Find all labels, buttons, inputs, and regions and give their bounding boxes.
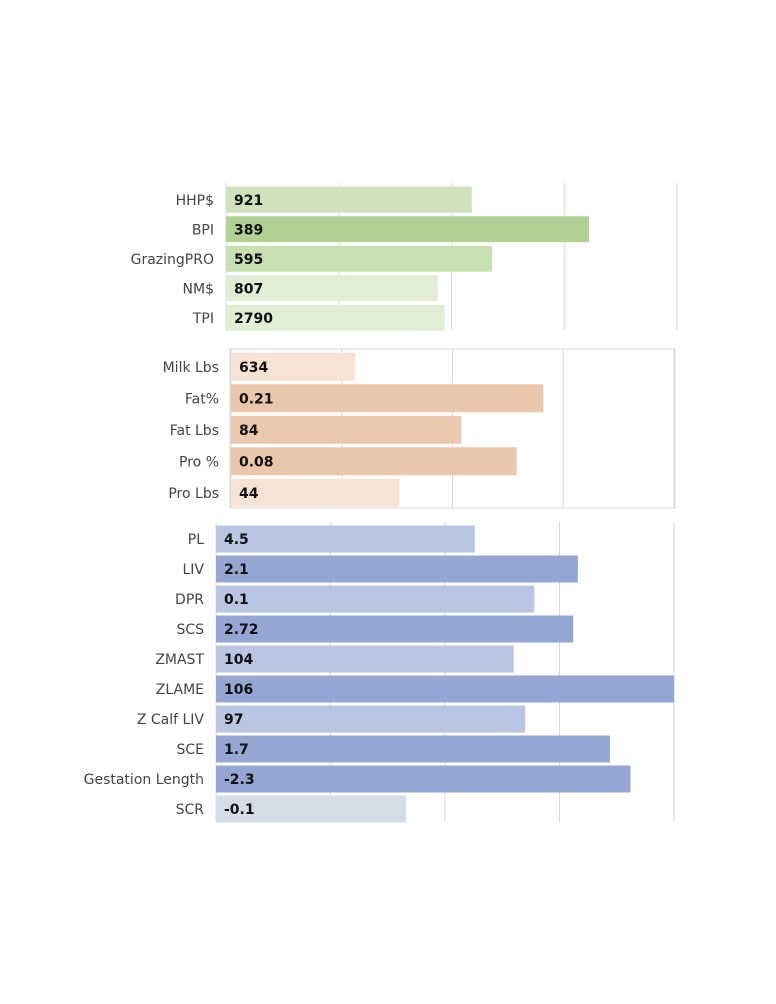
- data-label: 389: [234, 222, 263, 238]
- data-label: 634: [239, 360, 268, 376]
- data-label: 595: [234, 252, 263, 268]
- data-label: 0.1: [224, 592, 249, 608]
- bar: [231, 447, 517, 476]
- bar: [216, 585, 535, 613]
- category-label: ZMAST: [155, 652, 204, 668]
- category-label: DPR: [175, 592, 204, 608]
- bar: [216, 555, 578, 583]
- bar: [231, 384, 544, 413]
- category-label: LIV: [182, 562, 204, 578]
- data-label: 921: [234, 193, 263, 209]
- data-label: 106: [224, 682, 253, 698]
- category-label: PL: [188, 532, 204, 548]
- category-label: TPI: [192, 311, 214, 327]
- data-label: 1.7: [224, 742, 249, 758]
- category-label: HHP$: [176, 193, 214, 209]
- bar: [216, 795, 407, 823]
- category-label: Pro Lbs: [168, 486, 219, 502]
- bar: [231, 352, 356, 381]
- bar: [216, 765, 631, 793]
- data-label: 807: [234, 281, 263, 297]
- bar: [216, 645, 514, 673]
- bar: [216, 525, 475, 553]
- category-label: Milk Lbs: [163, 360, 219, 376]
- data-label: 4.5: [224, 532, 249, 548]
- bar: [226, 304, 445, 331]
- bar: [216, 705, 526, 733]
- category-label: Fat%: [185, 391, 219, 407]
- data-label: 84: [239, 423, 259, 439]
- bar: [226, 216, 590, 243]
- bar: [226, 186, 472, 213]
- bar: [226, 245, 493, 272]
- data-label: 2790: [234, 311, 273, 327]
- bar: [216, 615, 574, 643]
- bar: [231, 478, 400, 507]
- data-label: -0.1: [224, 802, 255, 818]
- category-label: BPI: [192, 222, 214, 238]
- data-label: 2.72: [224, 622, 259, 638]
- category-label: Fat Lbs: [170, 423, 219, 439]
- bar: [216, 675, 674, 703]
- category-label: SCR: [176, 802, 205, 818]
- data-label: 0.08: [239, 454, 274, 470]
- data-label: 97: [224, 712, 243, 728]
- category-label: SCE: [176, 742, 204, 758]
- category-label: ZLAME: [156, 682, 204, 698]
- data-label: 0.21: [239, 391, 274, 407]
- category-label: Gestation Length: [84, 772, 204, 788]
- category-label: Z Calf LIV: [137, 712, 205, 728]
- bar: [226, 275, 438, 302]
- data-label: 2.1: [224, 562, 249, 578]
- category-label: SCS: [176, 622, 204, 638]
- data-label: -2.3: [224, 772, 255, 788]
- plot-border-1: [229, 348, 676, 509]
- bar: [231, 415, 462, 444]
- category-label: NM$: [183, 281, 214, 297]
- category-label: GrazingPRO: [131, 252, 214, 268]
- data-label: 44: [239, 486, 259, 502]
- bar: [216, 735, 610, 763]
- data-label: 104: [224, 652, 253, 668]
- category-label: Pro %: [179, 454, 219, 470]
